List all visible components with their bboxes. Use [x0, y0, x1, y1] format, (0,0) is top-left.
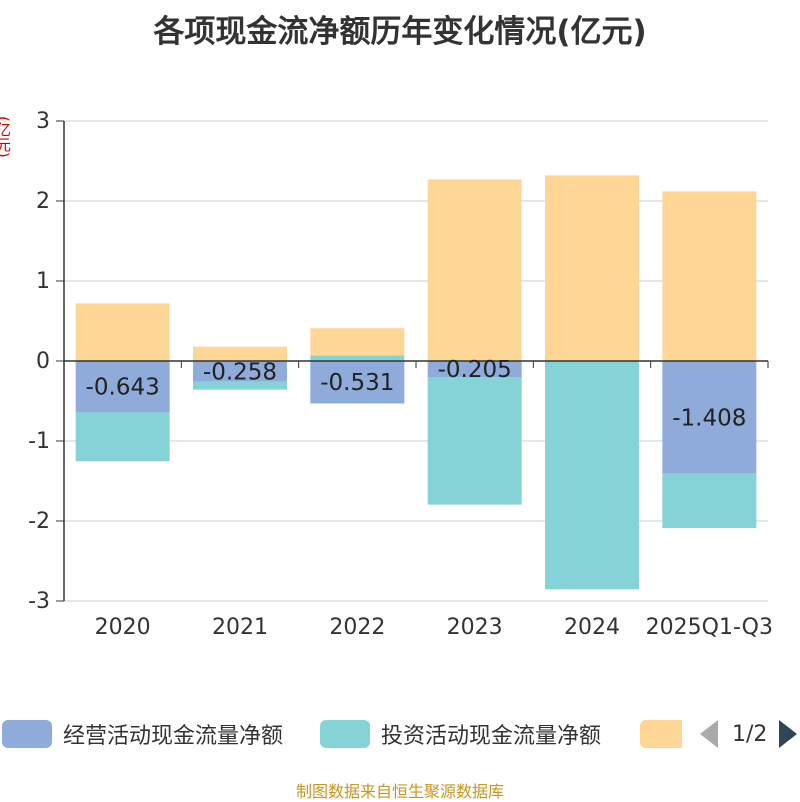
bar-chart: 3 2 1 0 -1 -2 -3 2020 2021 2022 2023 2024 2025Q1-Q3 -…: [28, 109, 773, 640]
y-tick-label: -1: [28, 429, 50, 454]
x-tick-label: 2025Q1-Q3: [646, 615, 773, 640]
data-label-operating: -0.258: [203, 359, 277, 385]
data-label-operating: -1.408: [672, 405, 746, 431]
x-tick-label: 2023: [447, 615, 503, 640]
bar-financing-2024: [545, 175, 639, 361]
data-source-note: 制图数据来自恒生聚源数据库: [295, 782, 504, 801]
legend-item-investing[interactable]: 投资活动现金流量净额: [320, 716, 601, 752]
y-tick-label: 1: [36, 269, 50, 294]
bar-operating-2023: [427, 361, 522, 378]
x-tick-label: 2022: [329, 615, 385, 640]
x-tick-label: 2020: [95, 615, 151, 640]
bar-investing-2025Q1-Q3: [662, 473, 757, 529]
legend-item-financing[interactable]: [640, 716, 682, 752]
y-tick-label: -3: [28, 589, 50, 614]
bar-financing-2021: [193, 346, 287, 361]
y-tick-label: 0: [36, 349, 50, 374]
bar-investing-2023: [427, 377, 522, 505]
legend-swatch-operating: [2, 720, 52, 748]
y-tick-label: -2: [28, 509, 50, 534]
data-label-operating: -0.205: [438, 357, 512, 383]
bar-operating-2022: [310, 361, 405, 404]
x-tick-label: 2024: [564, 615, 620, 640]
data-label-operating: -0.643: [86, 375, 160, 401]
legend-next-page-icon[interactable]: [779, 720, 798, 748]
legend-swatch-investing: [320, 720, 370, 748]
legend-pager: 1/2: [700, 716, 798, 752]
legend: 经营活动现金流量净额 投资活动现金流量净额: [0, 716, 800, 752]
bar-operating-2025Q1-Q3: [662, 361, 757, 474]
legend-swatch-financing: [640, 720, 682, 748]
bar-investing-2020: [75, 412, 170, 462]
bar-investing-2022: [310, 355, 405, 361]
legend-label-operating: 经营活动现金流量净额: [63, 724, 284, 749]
bar-operating-2021: [193, 361, 287, 382]
legend-label-investing: 投资活动现金流量净额: [381, 724, 602, 749]
bar-investing-2021: [193, 381, 287, 390]
chart-title: 各项现金流净额历年变化情况(亿元): [153, 14, 647, 50]
x-tick-label: 2021: [212, 615, 268, 640]
legend-prev-page-icon[interactable]: [700, 720, 718, 748]
bar-financing-2020: [75, 303, 170, 361]
y-tick-label: 3: [36, 109, 50, 134]
bar-investing-2024: [545, 361, 639, 590]
legend-item-operating[interactable]: 经营活动现金流量净额: [2, 716, 283, 752]
bar-financing-2025Q1-Q3: [662, 191, 757, 361]
bar-operating-2020: [75, 361, 170, 413]
y-axis-unit-label: (亿元): [0, 116, 12, 158]
bar-financing-2022: [310, 328, 405, 356]
data-label-operating: -0.531: [320, 370, 394, 396]
bar-financing-2023: [427, 179, 522, 361]
legend-page-indicator: 1/2: [732, 721, 768, 747]
y-tick-label: 2: [36, 189, 50, 214]
